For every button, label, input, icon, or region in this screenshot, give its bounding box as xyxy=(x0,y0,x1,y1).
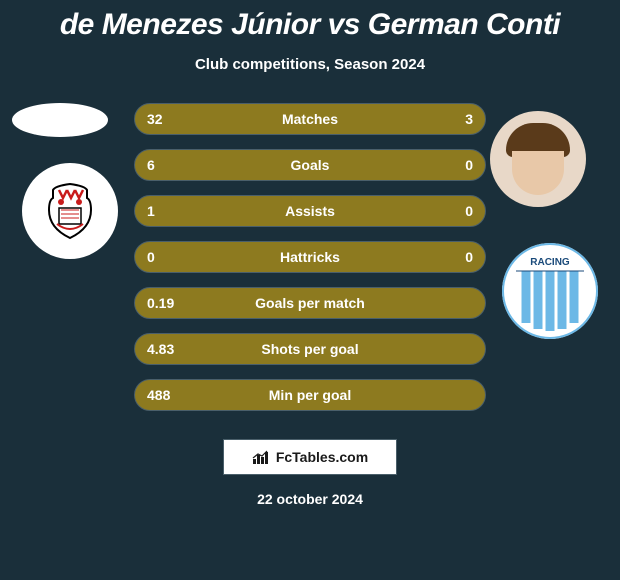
stat-left-value: 0.19 xyxy=(147,295,174,311)
stat-label: Hattricks xyxy=(135,249,485,265)
stat-label: Matches xyxy=(135,111,485,127)
club-badge-left xyxy=(22,163,118,259)
player-right-avatar xyxy=(490,111,586,207)
bars-icon xyxy=(252,449,272,465)
stat-row-matches: 32 Matches 3 xyxy=(134,103,486,135)
stat-row-assists: 1 Assists 0 xyxy=(134,195,486,227)
stat-right-value: 0 xyxy=(465,157,473,173)
stat-row-goals: 6 Goals 0 xyxy=(134,149,486,181)
stat-label: Shots per goal xyxy=(135,341,485,357)
comparison-infographic: de Menezes Júnior vs German Conti Club c… xyxy=(0,0,620,580)
player-left-avatar xyxy=(12,103,108,137)
stat-left-value: 4.83 xyxy=(147,341,174,357)
club-badge-right: RACING xyxy=(502,243,598,339)
svg-text:RACING: RACING xyxy=(530,257,570,268)
site-logo: FcTables.com xyxy=(223,439,397,475)
stat-rows: 32 Matches 3 6 Goals 0 1 Assists 0 0 Hat… xyxy=(134,103,486,411)
stat-label: Min per goal xyxy=(135,387,485,403)
stat-left-value: 32 xyxy=(147,111,163,127)
page-title: de Menezes Júnior vs German Conti xyxy=(0,8,620,42)
stat-row-shots-per-goal: 4.83 Shots per goal xyxy=(134,333,486,365)
date-text: 22 october 2024 xyxy=(0,491,620,507)
stat-right-value: 0 xyxy=(465,249,473,265)
stat-left-value: 488 xyxy=(147,387,170,403)
stat-row-hattricks: 0 Hattricks 0 xyxy=(134,241,486,273)
stat-left-value: 1 xyxy=(147,203,155,219)
subtitle: Club competitions, Season 2024 xyxy=(0,56,620,73)
stat-right-value: 0 xyxy=(465,203,473,219)
stats-area: RACING 32 Matches 3 6 Goals 0 1 Assists … xyxy=(0,103,620,507)
stat-label: Goals per match xyxy=(135,295,485,311)
stat-row-min-per-goal: 488 Min per goal xyxy=(134,379,486,411)
stat-row-goals-per-match: 0.19 Goals per match xyxy=(134,287,486,319)
corinthians-crest-icon xyxy=(39,180,101,242)
stat-right-value: 3 xyxy=(465,111,473,127)
racing-crest-icon: RACING xyxy=(502,243,598,339)
site-logo-text: FcTables.com xyxy=(276,449,368,465)
stat-left-value: 6 xyxy=(147,157,155,173)
stat-label: Goals xyxy=(135,157,485,173)
stat-label: Assists xyxy=(135,203,485,219)
stat-left-value: 0 xyxy=(147,249,155,265)
